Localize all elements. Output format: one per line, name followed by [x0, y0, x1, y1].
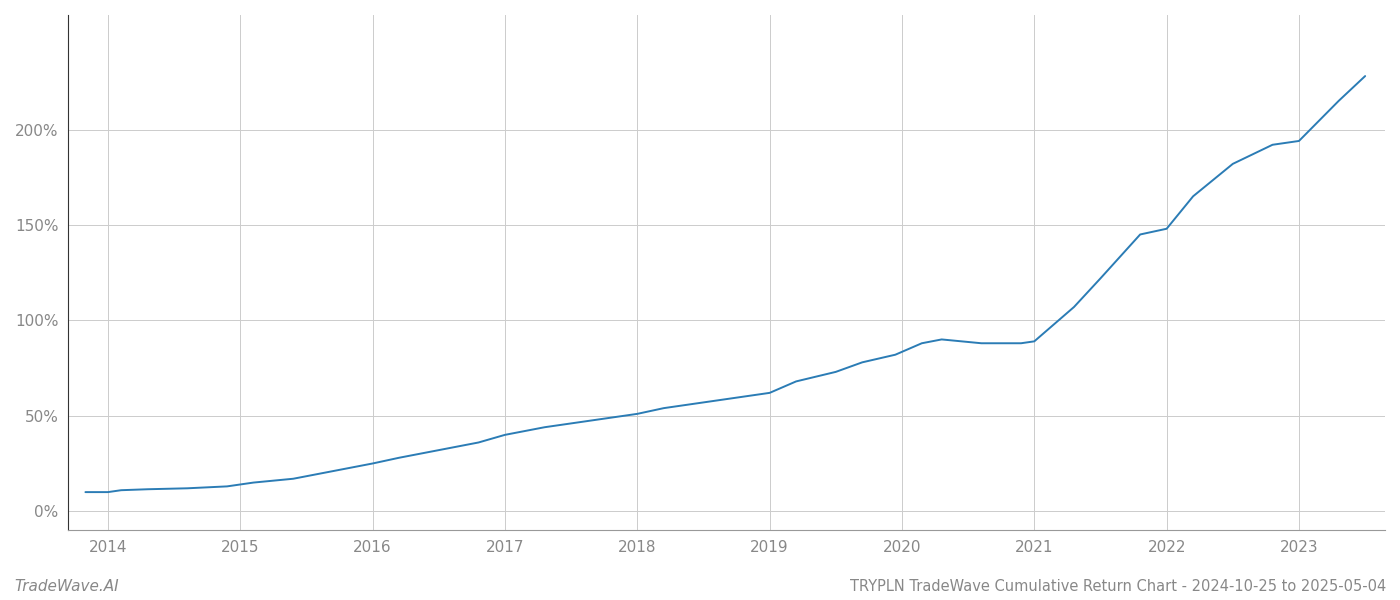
Text: TRYPLN TradeWave Cumulative Return Chart - 2024-10-25 to 2025-05-04: TRYPLN TradeWave Cumulative Return Chart… — [850, 579, 1386, 594]
Text: TradeWave.AI: TradeWave.AI — [14, 579, 119, 594]
